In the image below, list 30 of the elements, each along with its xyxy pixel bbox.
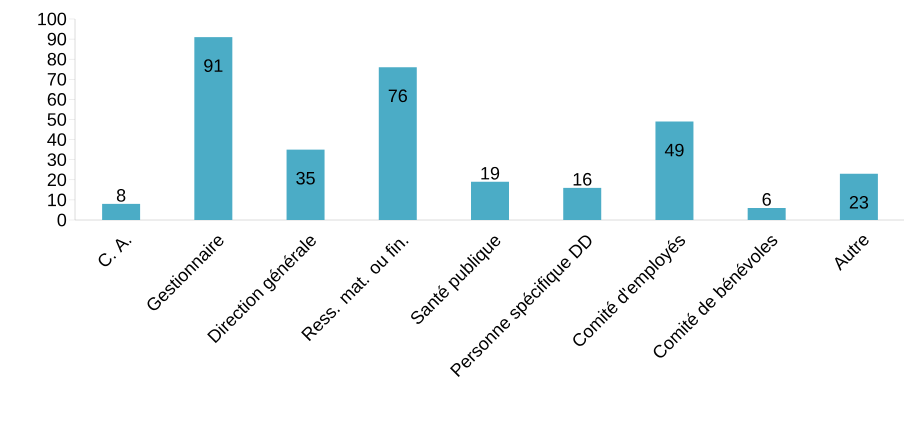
data-label: 23 xyxy=(850,196,868,209)
bar xyxy=(655,122,694,220)
bar xyxy=(563,188,602,220)
y-tick-label: 30 xyxy=(48,153,66,166)
data-label: 16 xyxy=(574,172,592,186)
y-tick-label: 60 xyxy=(48,93,66,106)
bar xyxy=(286,150,325,220)
y-tick-label: 20 xyxy=(48,173,66,186)
data-label: 6 xyxy=(762,193,771,206)
bar xyxy=(840,174,878,220)
y-tick-label: 80 xyxy=(48,52,66,66)
y-tick-label: 90 xyxy=(48,32,66,46)
y-tick-label: 50 xyxy=(48,113,66,126)
data-label: 19 xyxy=(481,166,500,180)
bar xyxy=(194,37,232,220)
y-tick-label: 100 xyxy=(38,12,66,26)
data-label: 8 xyxy=(116,189,126,202)
y-tick-label: 0 xyxy=(58,214,66,226)
x-tick-label: C. A. xyxy=(98,239,132,266)
y-tick-label: 10 xyxy=(48,194,66,206)
bar xyxy=(471,182,510,220)
data-label: 49 xyxy=(664,144,684,156)
y-tick-label: 70 xyxy=(48,72,66,86)
bar xyxy=(378,67,417,220)
data-label: 76 xyxy=(388,89,407,102)
y-tick-label: 40 xyxy=(47,133,66,146)
data-label: 91 xyxy=(204,59,222,72)
data-label: 35 xyxy=(296,172,315,185)
bar xyxy=(102,204,140,220)
bar xyxy=(748,208,786,220)
